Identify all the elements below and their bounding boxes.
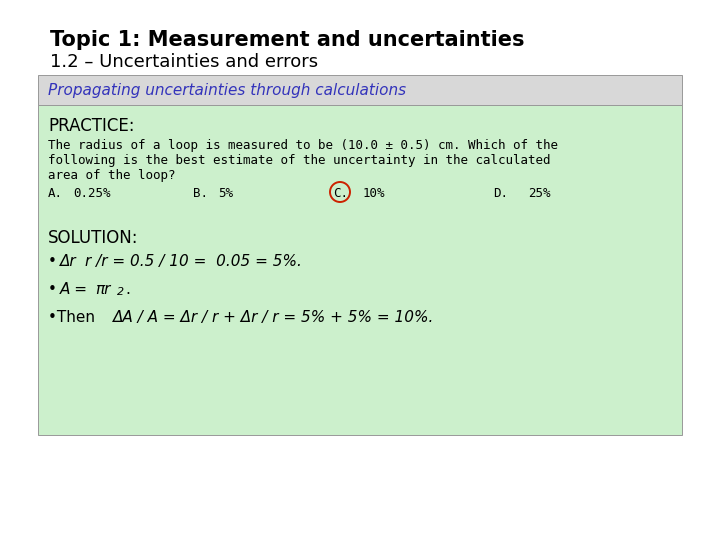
Text: Propagating uncertainties through calculations: Propagating uncertainties through calcul… [48, 83, 406, 98]
Text: •Then: •Then [48, 310, 100, 325]
Text: 2: 2 [117, 287, 124, 297]
Text: •: • [48, 282, 57, 297]
Text: A =: A = [60, 282, 93, 297]
Text: ΔA / A = Δr / r + Δr / r = 5% + 5% = 10%.: ΔA / A = Δr / r + Δr / r = 5% + 5% = 10%… [113, 310, 434, 325]
Text: 5%: 5% [218, 187, 233, 200]
Text: 1.2 – Uncertainties and errors: 1.2 – Uncertainties and errors [50, 53, 318, 71]
Text: SOLUTION:: SOLUTION: [48, 229, 138, 247]
FancyBboxPatch shape [38, 75, 682, 105]
Text: B.: B. [193, 187, 208, 200]
Text: 25%: 25% [528, 187, 551, 200]
Text: The radius of a loop is measured to be (10.0 ± 0.5) cm. Which of the: The radius of a loop is measured to be (… [48, 139, 558, 152]
Text: r /r = 0.5 / 10 =  0.05 = 5%.: r /r = 0.5 / 10 = 0.05 = 5%. [85, 254, 302, 269]
Text: 0.25%: 0.25% [73, 187, 110, 200]
Text: following is the best estimate of the uncertainty in the calculated: following is the best estimate of the un… [48, 154, 551, 167]
Text: area of the loop?: area of the loop? [48, 169, 176, 182]
Text: C.: C. [333, 187, 348, 200]
Text: PRACTICE:: PRACTICE: [48, 117, 135, 135]
Text: Δr: Δr [60, 254, 76, 269]
Text: •: • [48, 254, 57, 269]
FancyBboxPatch shape [38, 105, 682, 435]
Text: A.: A. [48, 187, 63, 200]
Text: 10%: 10% [363, 187, 385, 200]
Text: Topic 1: Measurement and uncertainties: Topic 1: Measurement and uncertainties [50, 30, 524, 50]
Text: πr: πr [95, 282, 110, 297]
Text: D.: D. [493, 187, 508, 200]
Text: .: . [125, 282, 130, 297]
